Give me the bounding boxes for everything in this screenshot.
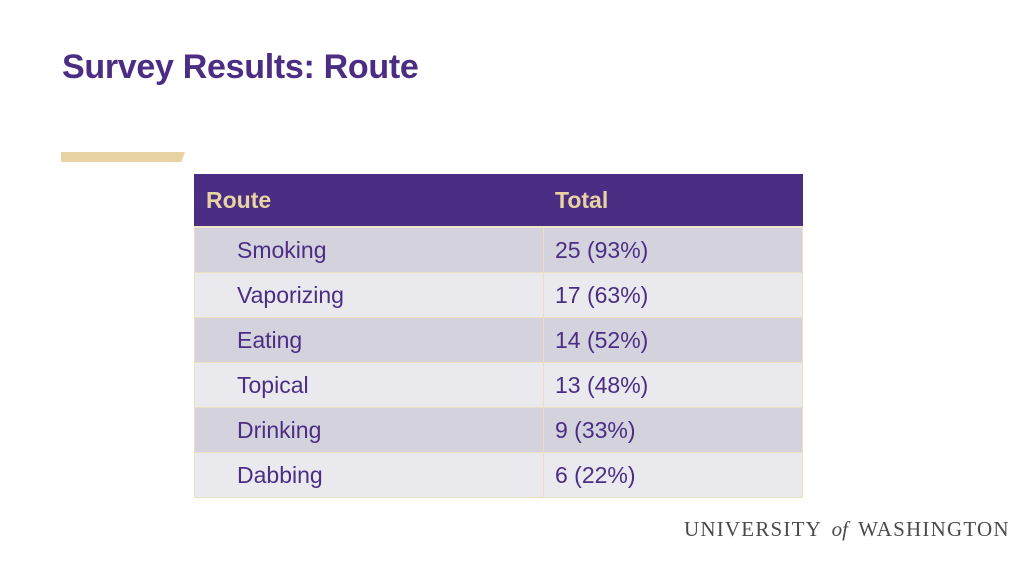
total-cell: 17 (63%) (543, 272, 803, 318)
table-row: Smoking 25 (93%) (194, 226, 803, 273)
table-row: Dabbing 6 (22%) (194, 452, 803, 498)
total-cell: 25 (93%) (543, 226, 803, 273)
page-title: Survey Results: Route (62, 48, 419, 86)
table-row: Eating 14 (52%) (194, 317, 803, 363)
table-row: Drinking 9 (33%) (194, 407, 803, 453)
route-cell: Drinking (194, 407, 544, 453)
route-cell: Eating (194, 317, 544, 363)
header-route: Route (194, 174, 544, 228)
route-cell: Dabbing (194, 452, 544, 498)
header-total: Total (543, 174, 803, 228)
results-table: Route Total Smoking 25 (93%) Vaporizing … (194, 174, 803, 498)
logo-text-of: of (831, 517, 849, 541)
logo-text-washington: WASHINGTON (858, 517, 1010, 541)
total-cell: 9 (33%) (543, 407, 803, 453)
total-cell: 14 (52%) (543, 317, 803, 363)
table-header-row: Route Total (194, 174, 803, 228)
university-logo: UNIVERSITY of WASHINGTON (684, 517, 1010, 542)
route-cell: Topical (194, 362, 544, 408)
total-cell: 6 (22%) (543, 452, 803, 498)
route-cell: Vaporizing (194, 272, 544, 318)
table-row: Topical 13 (48%) (194, 362, 803, 408)
route-cell: Smoking (194, 226, 544, 273)
logo-text-university: UNIVERSITY (684, 517, 822, 541)
total-cell: 13 (48%) (543, 362, 803, 408)
table-row: Vaporizing 17 (63%) (194, 272, 803, 318)
title-accent-bar (61, 152, 185, 162)
